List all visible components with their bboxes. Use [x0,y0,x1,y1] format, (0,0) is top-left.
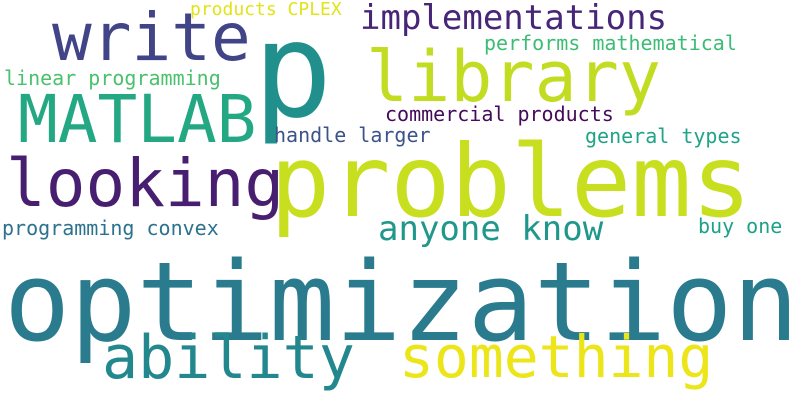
word-matlab: MATLAB [18,81,257,158]
word-programming-convex: programming convex [2,216,219,240]
word-implementations: implementations [360,0,668,38]
word-write: write [52,0,251,76]
word-looking: looking [6,145,285,222]
word-linear-programming: linear programming [4,66,221,90]
word-commercial-products: commercial products [385,102,614,126]
word-problems: problems [270,123,752,240]
word-products-cplex: products CPLEX [190,0,342,20]
word-optimization: optimization [4,238,799,366]
word-something: something [399,323,714,391]
word-buy-one: buy one [698,214,783,238]
word-handle-larger: handle larger [274,123,431,147]
word-performs-mathematical: performs mathematical [484,31,737,55]
word-library: library [366,36,662,118]
word-p: p [253,0,333,148]
word-general-types: general types [585,124,742,148]
word-ability: ability [102,323,355,393]
word-anyone-know: anyone know [378,209,604,249]
